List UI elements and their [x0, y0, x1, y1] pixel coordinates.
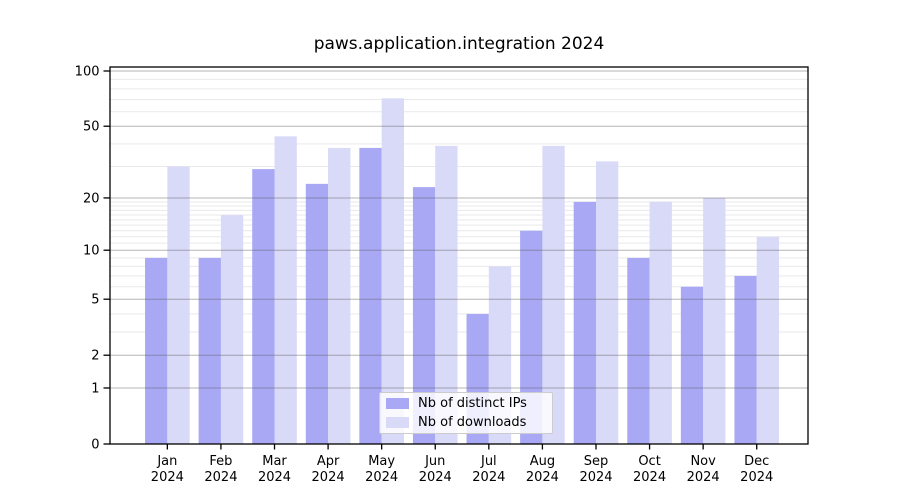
x-tick-label-year: 2024 [312, 470, 345, 485]
bar-distinct-ips-Aug [520, 230, 543, 444]
y-tick-label: 2 [91, 349, 99, 364]
bar-distinct-ips-Dec [734, 275, 757, 444]
x-tick-label-year: 2024 [526, 470, 559, 485]
bar-downloads-May [381, 98, 404, 445]
chart-title: paws.application.integration 2024 [313, 34, 605, 54]
legend-item-downloads: Nb of downloads [386, 415, 552, 430]
x-tick-label-month: Nov [690, 454, 716, 469]
legend-swatch-distinct-ips [386, 398, 409, 409]
x-tick-label-month: Jan [156, 454, 177, 469]
x-tick-label-year: 2024 [472, 470, 505, 485]
x-tick-label-year: 2024 [258, 470, 291, 485]
bar-downloads-Apr [328, 147, 351, 444]
x-tick-label-month: Jun [424, 454, 445, 469]
x-tick-label-year: 2024 [419, 470, 452, 485]
bar-downloads-Nov [703, 197, 726, 444]
x-tick-label-year: 2024 [579, 470, 612, 485]
bar-distinct-ips-May [359, 147, 382, 444]
x-tick-label-month: Dec [744, 454, 769, 469]
bar-downloads-Feb [220, 215, 244, 444]
bar-distinct-ips-Nov [680, 286, 704, 444]
x-tick-label-month: Apr [317, 454, 340, 469]
y-tick-label: 10 [83, 244, 100, 259]
bar-downloads-Sep [595, 161, 619, 444]
x-tick-label-year: 2024 [740, 470, 773, 485]
bar-distinct-ips-Mar [252, 169, 275, 444]
legend-label-distinct-ips: Nb of distinct IPs [418, 396, 527, 411]
bar-downloads-Aug [542, 145, 565, 445]
x-tick-label-month: Oct [638, 454, 660, 469]
legend: Nb of distinct IPs Nb of downloads [379, 392, 553, 434]
y-axis: 0 1 2 5 10 20 50 100 [75, 65, 110, 453]
x-tick-label-month: May [368, 454, 395, 469]
x-tick-label-year: 2024 [365, 470, 398, 485]
x-tick-label-month: Sep [584, 454, 609, 469]
y-tick-label: 1 [91, 381, 99, 396]
y-tick-label: 100 [75, 65, 100, 80]
y-tick-label: 0 [91, 438, 99, 453]
y-major-gridlines [110, 70, 808, 389]
bar-downloads-Jun [435, 145, 458, 445]
bar-distinct-ips-Jan [145, 257, 168, 444]
y-tick-label: 5 [91, 293, 99, 308]
bars [145, 98, 780, 445]
legend-item-distinct-ips: Nb of distinct IPs [386, 396, 552, 411]
x-tick-label-year: 2024 [204, 470, 237, 485]
x-tick-label-month: Aug [530, 454, 555, 469]
x-tick-label-year: 2024 [633, 470, 666, 485]
bar-downloads-Jan [167, 166, 190, 444]
legend-label-downloads: Nb of downloads [418, 415, 527, 430]
x-tick-label-month: Jul [480, 454, 497, 469]
x-axis: Jan2024Feb2024Mar2024Apr2024May2024Jun20… [151, 444, 773, 485]
bar-distinct-ips-Jun [412, 187, 436, 445]
y-tick-label: 20 [83, 191, 100, 206]
bar-distinct-ips-Sep [573, 201, 596, 444]
legend-swatch-downloads [386, 417, 409, 428]
axis-frame [109, 66, 809, 445]
bar-downloads-Mar [274, 136, 297, 444]
bar-downloads-Dec [756, 236, 780, 444]
bar-distinct-ips-Oct [627, 257, 650, 444]
x-tick-label-month: Feb [209, 454, 232, 469]
x-tick-label-year: 2024 [687, 470, 720, 485]
bar-distinct-ips-Apr [305, 183, 329, 444]
x-tick-label-year: 2024 [151, 470, 184, 485]
x-tick-label-month: Mar [262, 454, 287, 469]
bar-downloads-Oct [649, 201, 672, 444]
y-tick-label: 50 [83, 120, 100, 135]
bar-distinct-ips-Feb [198, 257, 221, 444]
